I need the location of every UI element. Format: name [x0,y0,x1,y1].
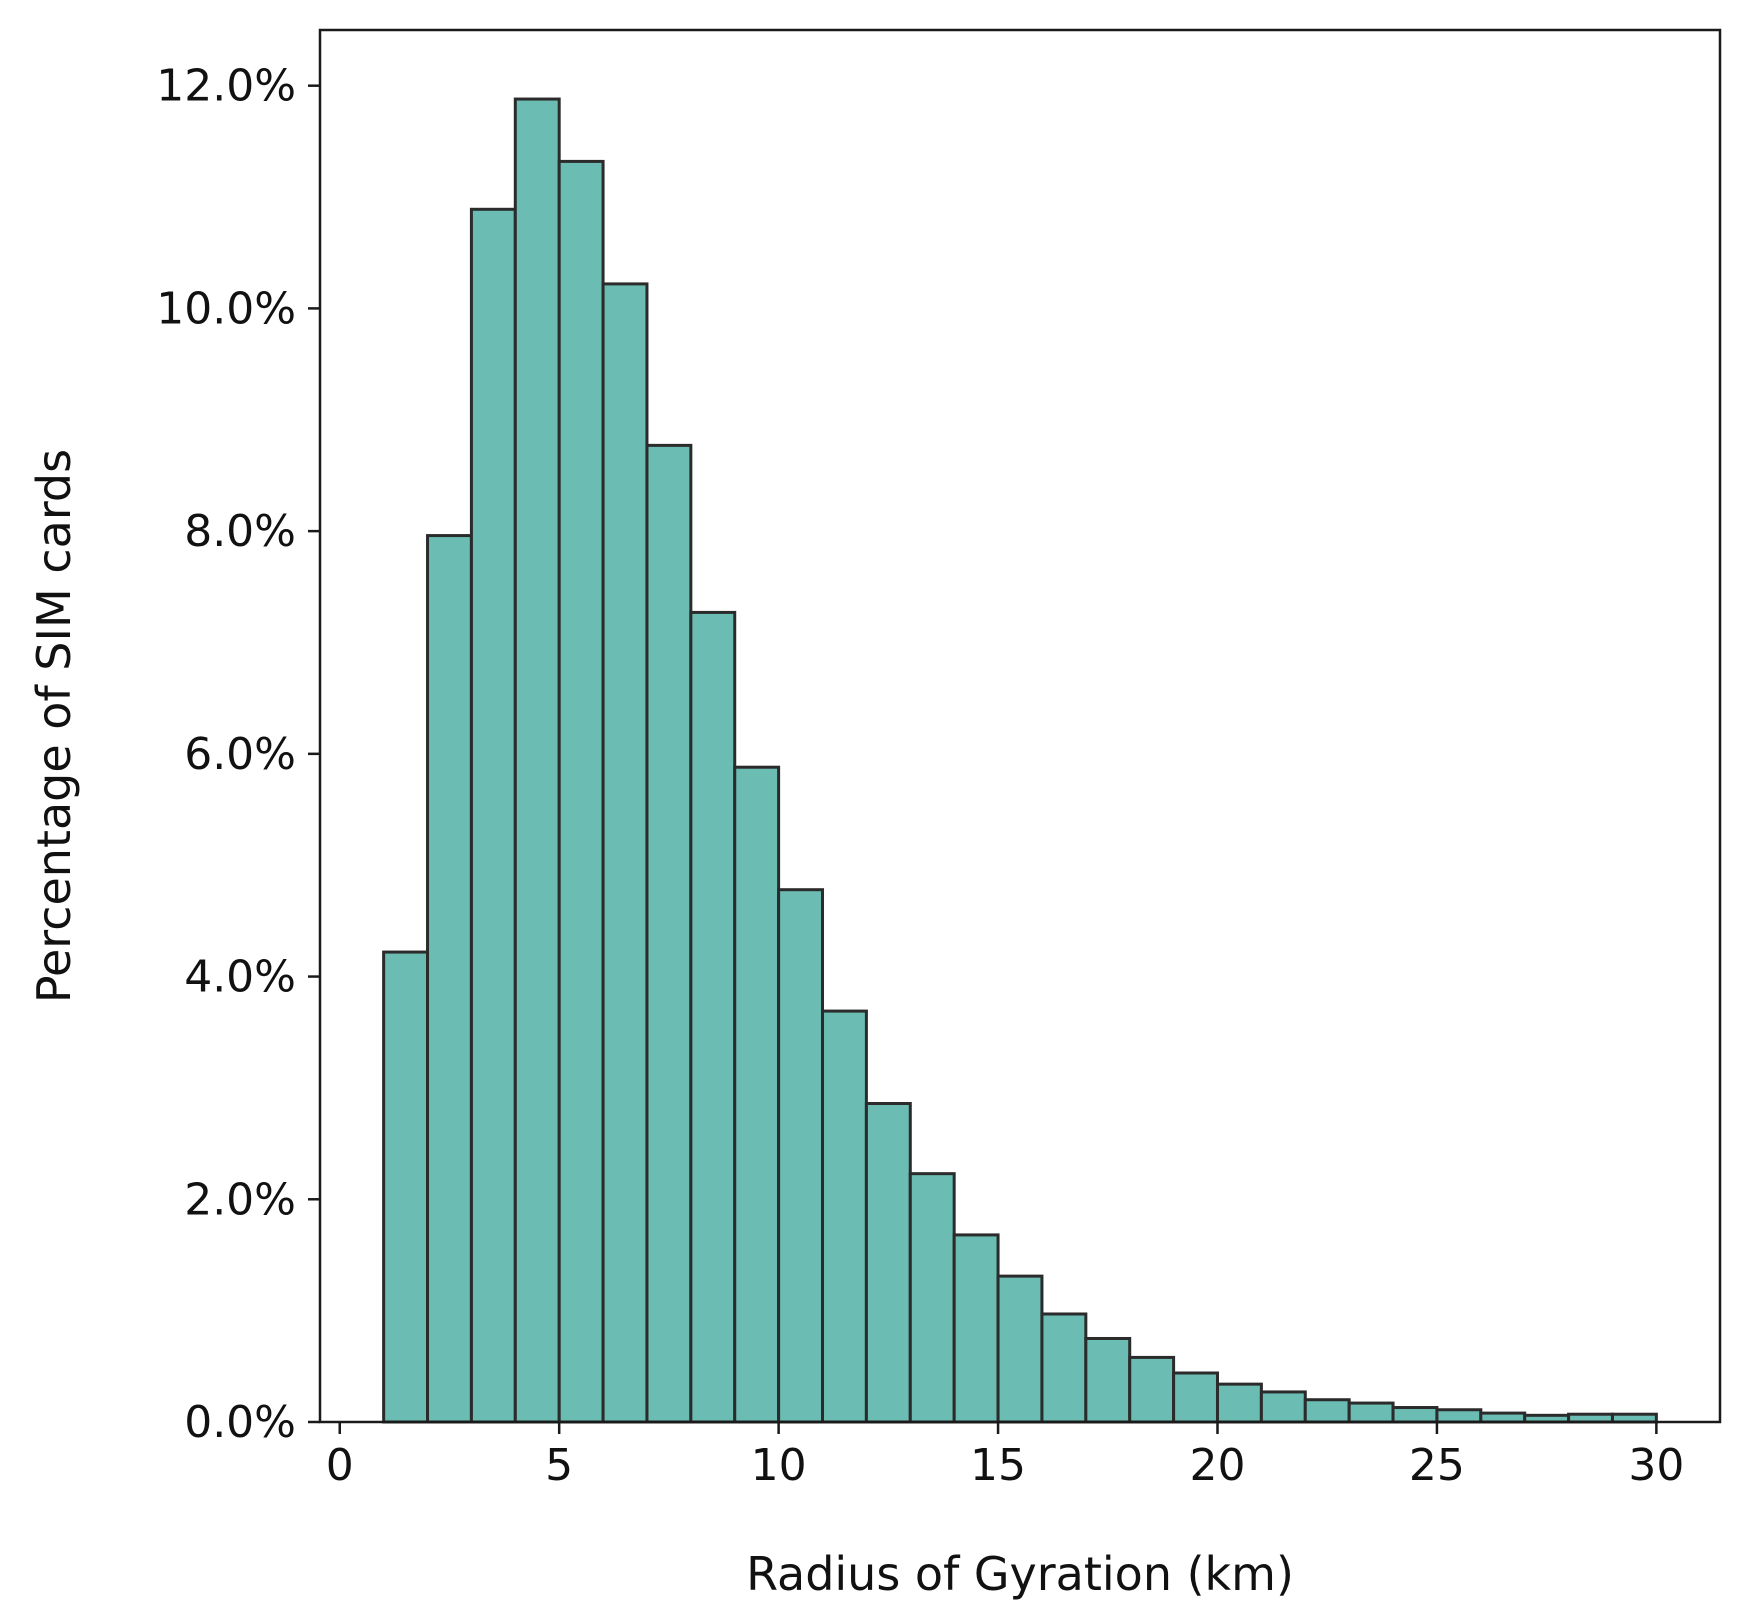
x-tick-label: 5 [545,1440,573,1491]
histogram-bar [601,282,649,1424]
histogram-bar [513,97,561,1424]
plot-frame [318,28,1722,1424]
histogram-bar [821,1009,868,1424]
y-tick-label: 8.0% [184,506,296,557]
histogram-bar [645,443,693,1424]
histogram-bar [908,1172,956,1424]
histogram-bar [777,888,825,1424]
y-tick-label: 10.0% [156,283,296,334]
histogram-bar [996,1274,1044,1424]
x-tick-label: 15 [970,1440,1026,1491]
histogram-bar [426,534,473,1424]
histogram-bar [952,1233,1000,1424]
histogram-bar [1303,1398,1351,1424]
histogram-bar [1435,1408,1483,1424]
y-tick-label: 4.0% [184,952,296,1003]
y-axis: 0.0% 2.0% 4.0% 6.0% 8.0% 10.0% 12.0% [156,61,320,1448]
histogram-bar [864,1102,912,1424]
histogram-bar [689,610,737,1424]
y-tick-label: 6.0% [184,729,296,780]
histogram-bar [1172,1371,1219,1424]
histogram-bar [382,950,430,1424]
histogram-bar [1259,1390,1307,1424]
x-axis-label: Radius of Gyration (km) [746,1547,1294,1601]
histogram-bar [1347,1401,1395,1424]
histogram-bar [1215,1382,1263,1424]
histogram-bar [1084,1336,1132,1424]
histogram-bar [1391,1406,1439,1424]
y-tick-label: 12.0% [156,61,296,112]
histogram-bar [1040,1312,1088,1424]
histogram-bar [1479,1411,1527,1424]
x-tick-label: 30 [1628,1440,1684,1491]
x-tick-label: 10 [751,1440,807,1491]
x-tick-label: 25 [1409,1440,1465,1491]
y-tick-label: 0.0% [184,1397,296,1448]
bars-group [382,97,1658,1424]
histogram-bar [469,207,517,1424]
x-tick-label: 0 [326,1440,354,1491]
histogram-bar [1128,1355,1176,1424]
histogram-bar [557,159,605,1424]
x-tick-label: 20 [1189,1440,1245,1491]
x-axis: 0 5 10 15 20 25 30 [326,1422,1684,1491]
y-tick-label: 2.0% [184,1174,296,1225]
histogram-bar [733,765,781,1424]
y-axis-label: Percentage of SIM cards [27,449,81,1003]
